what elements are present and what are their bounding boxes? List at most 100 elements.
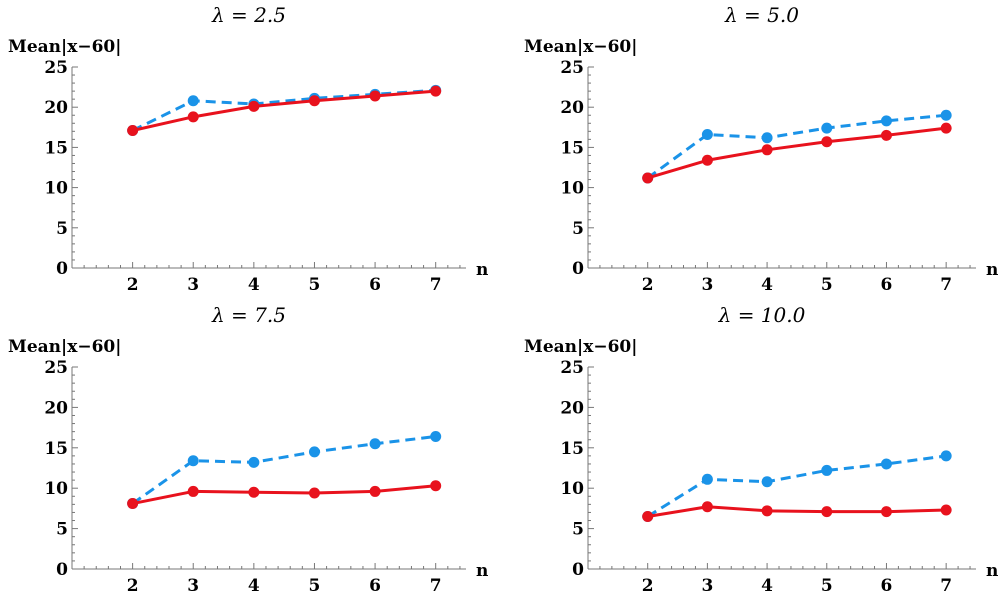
x-tick-label: 2 [642, 576, 654, 596]
series-2-point [248, 456, 260, 468]
series-1-point [880, 129, 892, 141]
series-1-point [821, 136, 833, 148]
series-2-point [187, 455, 199, 467]
y-tick-label: 15 [560, 439, 584, 459]
series-1-point [369, 485, 381, 497]
y-tick-label: 0 [572, 560, 584, 580]
series-2-point [701, 473, 713, 485]
series-1-point [308, 95, 320, 107]
series-1-point [430, 480, 442, 492]
x-tick-label: 3 [701, 275, 713, 295]
x-tick-label: 2 [642, 275, 654, 295]
x-tick-label: 2 [127, 576, 139, 596]
y-tick-label: 20 [560, 398, 584, 418]
x-tick-label: 7 [430, 275, 442, 295]
x-tick-label: 5 [309, 275, 321, 295]
chart-title: λ = 2.5 [211, 3, 286, 27]
y-tick-label: 15 [44, 138, 68, 158]
series-line-2 [131, 434, 436, 505]
x-tick-label: 3 [187, 576, 199, 596]
series-1-point [940, 122, 952, 134]
series-1-point [821, 506, 833, 518]
y-axis-label: Mean|x−60| [524, 37, 637, 57]
chart-title: λ = 7.5 [211, 303, 286, 327]
chart-panel-4: λ = 10.0 Mean|x−60| n 0 5 10 15 20 25 2 3 4 5 6 7 [524, 303, 998, 596]
x-tick-label: 7 [940, 275, 952, 295]
series-1-point [642, 510, 654, 522]
series-2-point [701, 129, 713, 141]
x-tick-label: 5 [309, 576, 321, 596]
x-tick-label: 4 [761, 576, 773, 596]
series-1-point [127, 498, 139, 510]
chart-panel-3: λ = 7.5 Mean|x−60| n 0 5 10 15 20 25 2 3 4 5 6 7 [8, 303, 488, 596]
y-tick-label: 5 [572, 219, 584, 239]
series-1-point [308, 487, 320, 499]
series-1-point [369, 90, 381, 102]
series-2-point [940, 450, 952, 462]
y-tick-label: 10 [44, 479, 68, 499]
series-1-point [701, 154, 713, 166]
series-1-point [940, 504, 952, 516]
y-tick-label: 20 [560, 98, 584, 118]
series-1-point [248, 100, 260, 112]
series-2-point [308, 446, 320, 458]
series-1-point [642, 172, 654, 184]
y-tick-label: 20 [44, 98, 68, 118]
chart-panel-2: λ = 5.0 Mean|x−60| n 0 5 10 15 20 25 2 3 4 5 6 7 [524, 3, 998, 295]
y-axis-label: Mean|x−60| [524, 337, 637, 357]
series-2-point [880, 458, 892, 470]
y-axis-label: Mean|x−60| [8, 37, 121, 57]
x-axis-label: n [986, 260, 998, 280]
x-tick-label: 7 [430, 576, 442, 596]
y-tick-label: 25 [560, 58, 584, 78]
series-2-point [761, 132, 773, 144]
chart-title: λ = 5.0 [724, 3, 799, 27]
chart-panel-1: λ = 2.5 Mean|x−60| n 0 5 10 15 20 25 2 3 4 5 6 7 [8, 3, 488, 295]
y-tick-label: 5 [572, 520, 584, 540]
series-line-1 [132, 89, 436, 132]
series-2-point [369, 438, 381, 450]
y-tick-label: 25 [44, 358, 68, 378]
series-line-1 [132, 484, 436, 506]
series-2-point [821, 464, 833, 476]
series-1-point [187, 485, 199, 497]
series-1-point [430, 85, 442, 97]
x-tick-label: 5 [821, 576, 833, 596]
y-tick-label: 25 [560, 358, 584, 378]
series-2-point [187, 95, 199, 107]
y-tick-label: 15 [44, 439, 68, 459]
y-tick-label: 25 [44, 58, 68, 78]
y-tick-label: 10 [560, 179, 584, 199]
series-line-2 [131, 88, 436, 132]
x-tick-label: 4 [248, 576, 260, 596]
y-tick-label: 10 [44, 179, 68, 199]
series-1-point [701, 501, 713, 513]
x-tick-label: 6 [881, 576, 893, 596]
x-axis-label: n [476, 260, 488, 280]
y-tick-label: 0 [56, 560, 68, 580]
series-1-point [248, 486, 260, 498]
x-tick-label: 4 [248, 275, 260, 295]
x-tick-label: 7 [940, 576, 952, 596]
series-2-point [880, 115, 892, 127]
x-axis-label: n [476, 561, 488, 581]
x-tick-label: 6 [881, 275, 893, 295]
series-2-point [761, 476, 773, 488]
x-tick-label: 6 [369, 576, 381, 596]
y-axis-label: Mean|x−60| [8, 337, 121, 357]
series-line-2 [646, 454, 947, 518]
x-tick-label: 6 [369, 275, 381, 295]
y-tick-label: 10 [560, 479, 584, 499]
y-tick-label: 0 [56, 259, 68, 279]
series-2-point [940, 109, 952, 121]
x-axis-label: n [986, 561, 998, 581]
y-tick-label: 20 [44, 398, 68, 418]
series-1-point [187, 111, 199, 123]
x-tick-label: 3 [701, 576, 713, 596]
x-tick-label: 5 [821, 275, 833, 295]
series-2-point [821, 122, 833, 134]
y-tick-label: 5 [56, 520, 68, 540]
y-tick-label: 0 [572, 259, 584, 279]
series-1-point [761, 144, 773, 156]
